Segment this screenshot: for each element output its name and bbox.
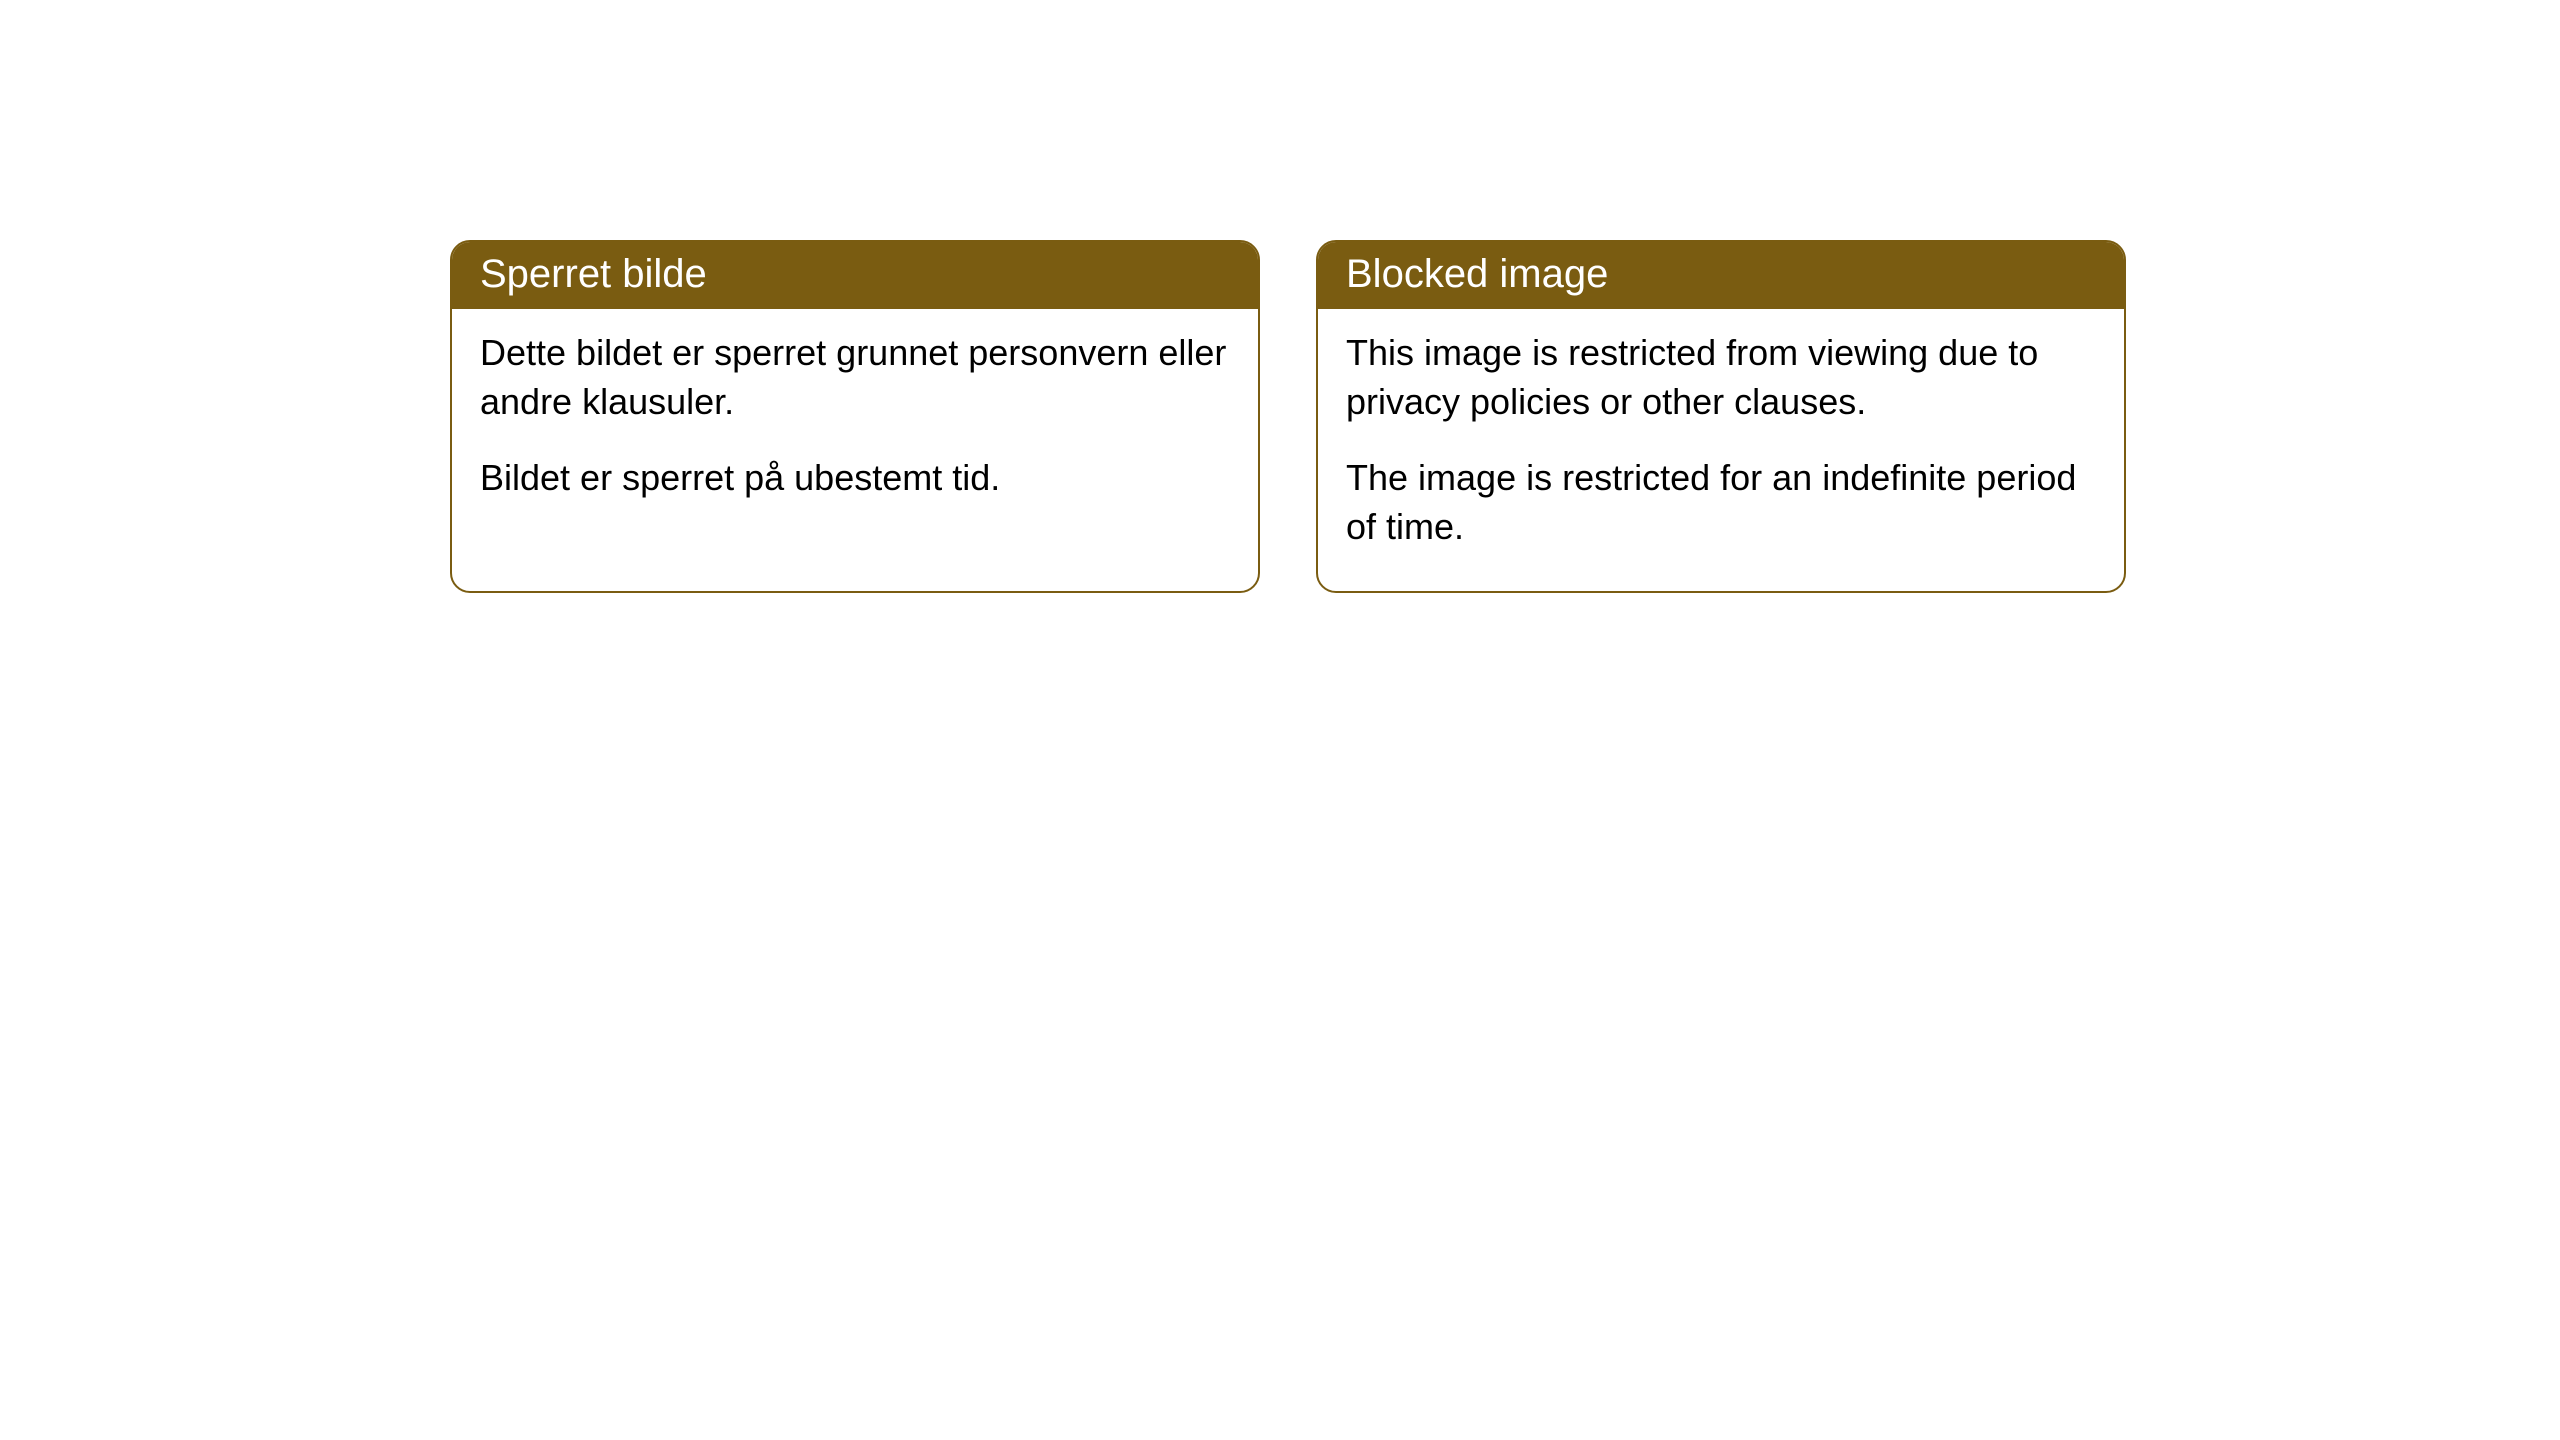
card-title-en: Blocked image — [1346, 252, 1608, 296]
blocked-image-card-no: Sperret bilde Dette bildet er sperret gr… — [450, 240, 1260, 593]
card-title-no: Sperret bilde — [480, 252, 707, 296]
card-para1-en: This image is restricted from viewing du… — [1346, 329, 2096, 426]
card-para1-no: Dette bildet er sperret grunnet personve… — [480, 329, 1230, 426]
card-body-en: This image is restricted from viewing du… — [1318, 309, 2124, 591]
card-header-no: Sperret bilde — [452, 242, 1258, 309]
blocked-image-card-en: Blocked image This image is restricted f… — [1316, 240, 2126, 593]
card-body-no: Dette bildet er sperret grunnet personve… — [452, 309, 1258, 543]
card-header-en: Blocked image — [1318, 242, 2124, 309]
card-para2-en: The image is restricted for an indefinit… — [1346, 454, 2096, 551]
card-para2-no: Bildet er sperret på ubestemt tid. — [480, 454, 1230, 503]
cards-container: Sperret bilde Dette bildet er sperret gr… — [450, 240, 2126, 593]
